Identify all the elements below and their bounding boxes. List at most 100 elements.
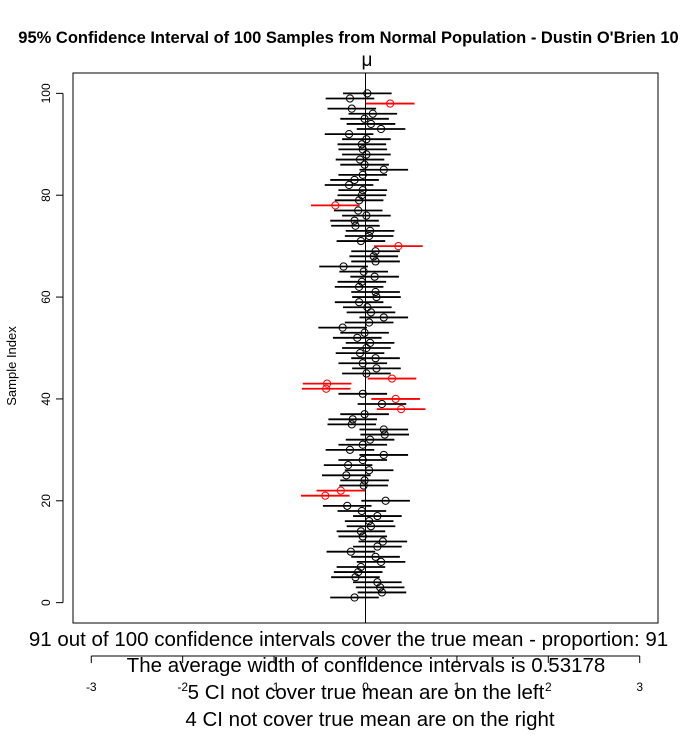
sample-mean-point-19	[343, 501, 352, 510]
sample-mean-point-34	[379, 425, 388, 434]
sample-mean-point-36	[348, 415, 357, 424]
sample-mean-point-17	[373, 511, 382, 521]
left-miss-note: 5 CI not cover true mean are on the left	[188, 681, 545, 704]
sample-mean-point-64	[370, 272, 379, 281]
sample-mean-point-100	[363, 89, 372, 98]
sample-mean-point-92	[344, 130, 354, 139]
sample-mean-point-44	[387, 374, 397, 383]
sample-mean-point-20	[381, 496, 390, 505]
x-tick-label--3: -3	[86, 680, 97, 694]
sample-mean-point-1	[350, 593, 359, 602]
sample-mean-point-47	[358, 359, 367, 368]
y-axis-label: Sample Index	[4, 326, 19, 406]
sample-mean-point-27	[344, 461, 353, 470]
sample-mean-point-58	[363, 303, 372, 312]
sample-mean-point-42	[322, 384, 331, 393]
y-tick-label-80: 80	[39, 188, 53, 202]
sample-mean-point-22	[336, 486, 345, 495]
sample-mean-point-73	[365, 226, 375, 235]
sample-mean-point-85	[379, 165, 388, 174]
x-axis: -3 -2 -1 0 1 2 3	[86, 655, 643, 694]
sample-mean-point-65	[359, 267, 368, 276]
sample-mean-point-75	[350, 216, 359, 225]
sample-mean-point-5	[351, 573, 360, 582]
sample-mean-point-15	[366, 522, 376, 531]
sample-mean-point-9	[371, 552, 380, 561]
sample-mean-point-94	[366, 119, 376, 129]
sample-mean-point-2	[377, 588, 387, 597]
sample-mean-point-60	[372, 292, 381, 302]
x-tick-label--1: -1	[269, 680, 280, 694]
sample-mean-point-31	[358, 440, 367, 449]
sample-mean-point-8	[376, 557, 386, 566]
sample-mean-point-12	[378, 537, 387, 546]
sample-mean-point-56	[379, 313, 388, 322]
sample-mean-point-40	[391, 394, 400, 404]
y-tick-label-0: 0	[39, 599, 53, 606]
sample-mean-point-24	[360, 476, 369, 485]
sample-mean-point-68	[369, 252, 378, 261]
sample-mean-point-82	[344, 180, 354, 190]
sample-mean-point-33	[380, 430, 389, 439]
sample-mean-point-79	[355, 196, 364, 205]
sample-mean-point-78	[331, 201, 340, 210]
y-tick-label-60: 60	[39, 290, 53, 304]
sample-mean-point-51	[365, 338, 375, 348]
x-tick-label-0: 0	[362, 680, 369, 694]
sample-mean-point-35	[347, 420, 356, 429]
x-tick-label--2: -2	[177, 680, 188, 694]
sample-mean-point-83	[350, 175, 359, 185]
sample-mean-point-21	[321, 491, 330, 500]
y-tick-label-100: 100	[39, 83, 53, 103]
sample-mean-point-77	[354, 206, 363, 215]
sample-mean-point-14	[356, 527, 366, 536]
average-width-note: The average width of confidence interval…	[127, 654, 606, 677]
x-tick-label-1: 1	[454, 680, 461, 694]
sample-mean-point-23	[359, 481, 368, 490]
sample-mean-point-98	[386, 99, 395, 108]
true-mean-label: μ	[362, 50, 373, 71]
y-tick-label-40: 40	[39, 392, 53, 406]
sample-mean-point-99	[345, 94, 355, 103]
sample-mean-point-97	[347, 104, 356, 113]
sample-mean-point-10	[346, 547, 355, 556]
sample-mean-point-13	[358, 532, 367, 541]
right-miss-note: 4 CI not cover true mean are on the righ…	[185, 708, 555, 731]
coverage-summary: 91 out of 100 confidence intervals cover…	[29, 628, 668, 651]
sample-mean-point-49	[355, 348, 365, 358]
y-axis: 0 20 40 60 80 100	[39, 83, 64, 606]
sample-mean-point-4	[373, 578, 382, 587]
sample-mean-point-28	[358, 455, 367, 465]
sample-mean-point-62	[355, 282, 364, 291]
sample-mean-point-86	[360, 160, 369, 169]
sample-mean-point-89	[358, 145, 367, 154]
sample-mean-point-43	[323, 379, 332, 388]
sample-mean-point-84	[358, 170, 367, 179]
sample-mean-point-76	[362, 211, 371, 220]
sample-mean-point-54	[338, 323, 347, 332]
chart-title: 95% Confidence Interval of 100 Samples f…	[18, 29, 678, 47]
sample-mean-point-48	[371, 354, 380, 363]
sample-mean-point-61	[371, 287, 380, 297]
x-tick-label-2: 2	[545, 680, 552, 694]
sample-mean-point-38	[397, 405, 406, 414]
sample-mean-point-53	[360, 328, 369, 337]
sample-mean-point-29	[379, 450, 388, 460]
x-tick-label-3: 3	[636, 680, 643, 694]
sample-mean-point-74	[351, 221, 360, 230]
sample-mean-point-52	[353, 333, 362, 342]
sample-mean-point-3	[376, 583, 385, 592]
sample-mean-point-7	[356, 562, 366, 572]
y-tick-label-20: 20	[39, 494, 53, 508]
sample-mean-point-41	[358, 389, 367, 398]
sample-mean-point-91	[362, 135, 371, 144]
sample-mean-point-93	[376, 124, 386, 134]
sample-mean-point-67	[371, 257, 380, 266]
sample-mean-point-39	[377, 399, 387, 409]
sample-mean-point-11	[373, 542, 382, 551]
sample-mean-point-70	[394, 242, 403, 251]
sample-mean-point-6	[354, 567, 363, 577]
sample-mean-point-32	[365, 435, 375, 444]
sample-mean-point-37	[360, 410, 369, 419]
